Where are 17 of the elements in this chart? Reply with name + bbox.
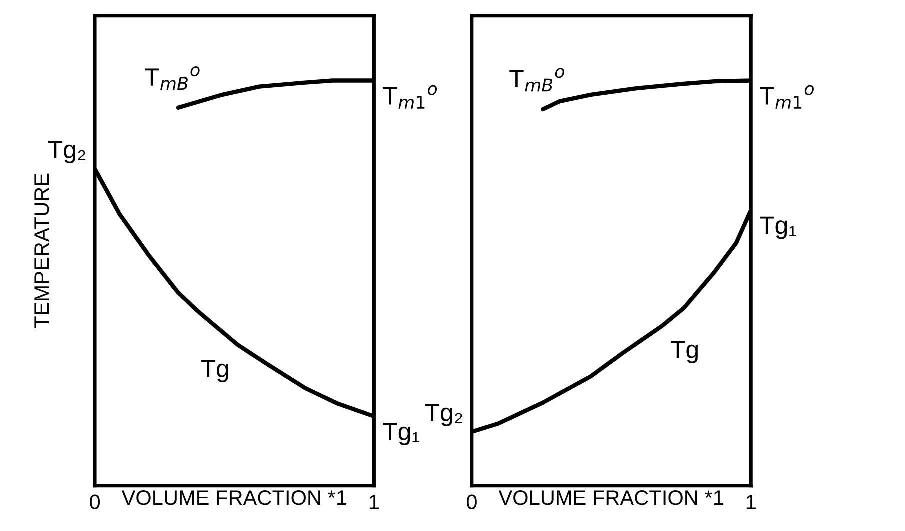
x-axis-title: VOLUME FRACTION *1 — [122, 490, 346, 506]
y-axis-title: TEMPERATURE — [34, 174, 50, 328]
annotation: Tg₁ — [383, 423, 420, 446]
annotation: T$_{m1}$$^{o}$ — [383, 85, 438, 109]
annotation: Tg₂ — [48, 141, 86, 164]
annotation: T$_{m1}$$^{o}$ — [760, 85, 814, 109]
x-tick-label: 0 — [466, 494, 477, 510]
annotation: Tg — [201, 360, 228, 382]
annotation: Tg₁ — [760, 216, 796, 240]
annotation: T$_{mB}$$^{o}$ — [510, 68, 564, 92]
annotation: Tg₂ — [425, 404, 462, 426]
x-axis-title: VOLUME FRACTION *1 — [498, 490, 724, 506]
annotation: Tg — [670, 341, 698, 364]
x-tick-label: 1 — [370, 494, 380, 510]
x-tick-label: 1 — [746, 494, 756, 510]
x-tick-label: 0 — [90, 494, 100, 510]
annotation: T$_{mB}$$^{o}$ — [145, 66, 200, 90]
